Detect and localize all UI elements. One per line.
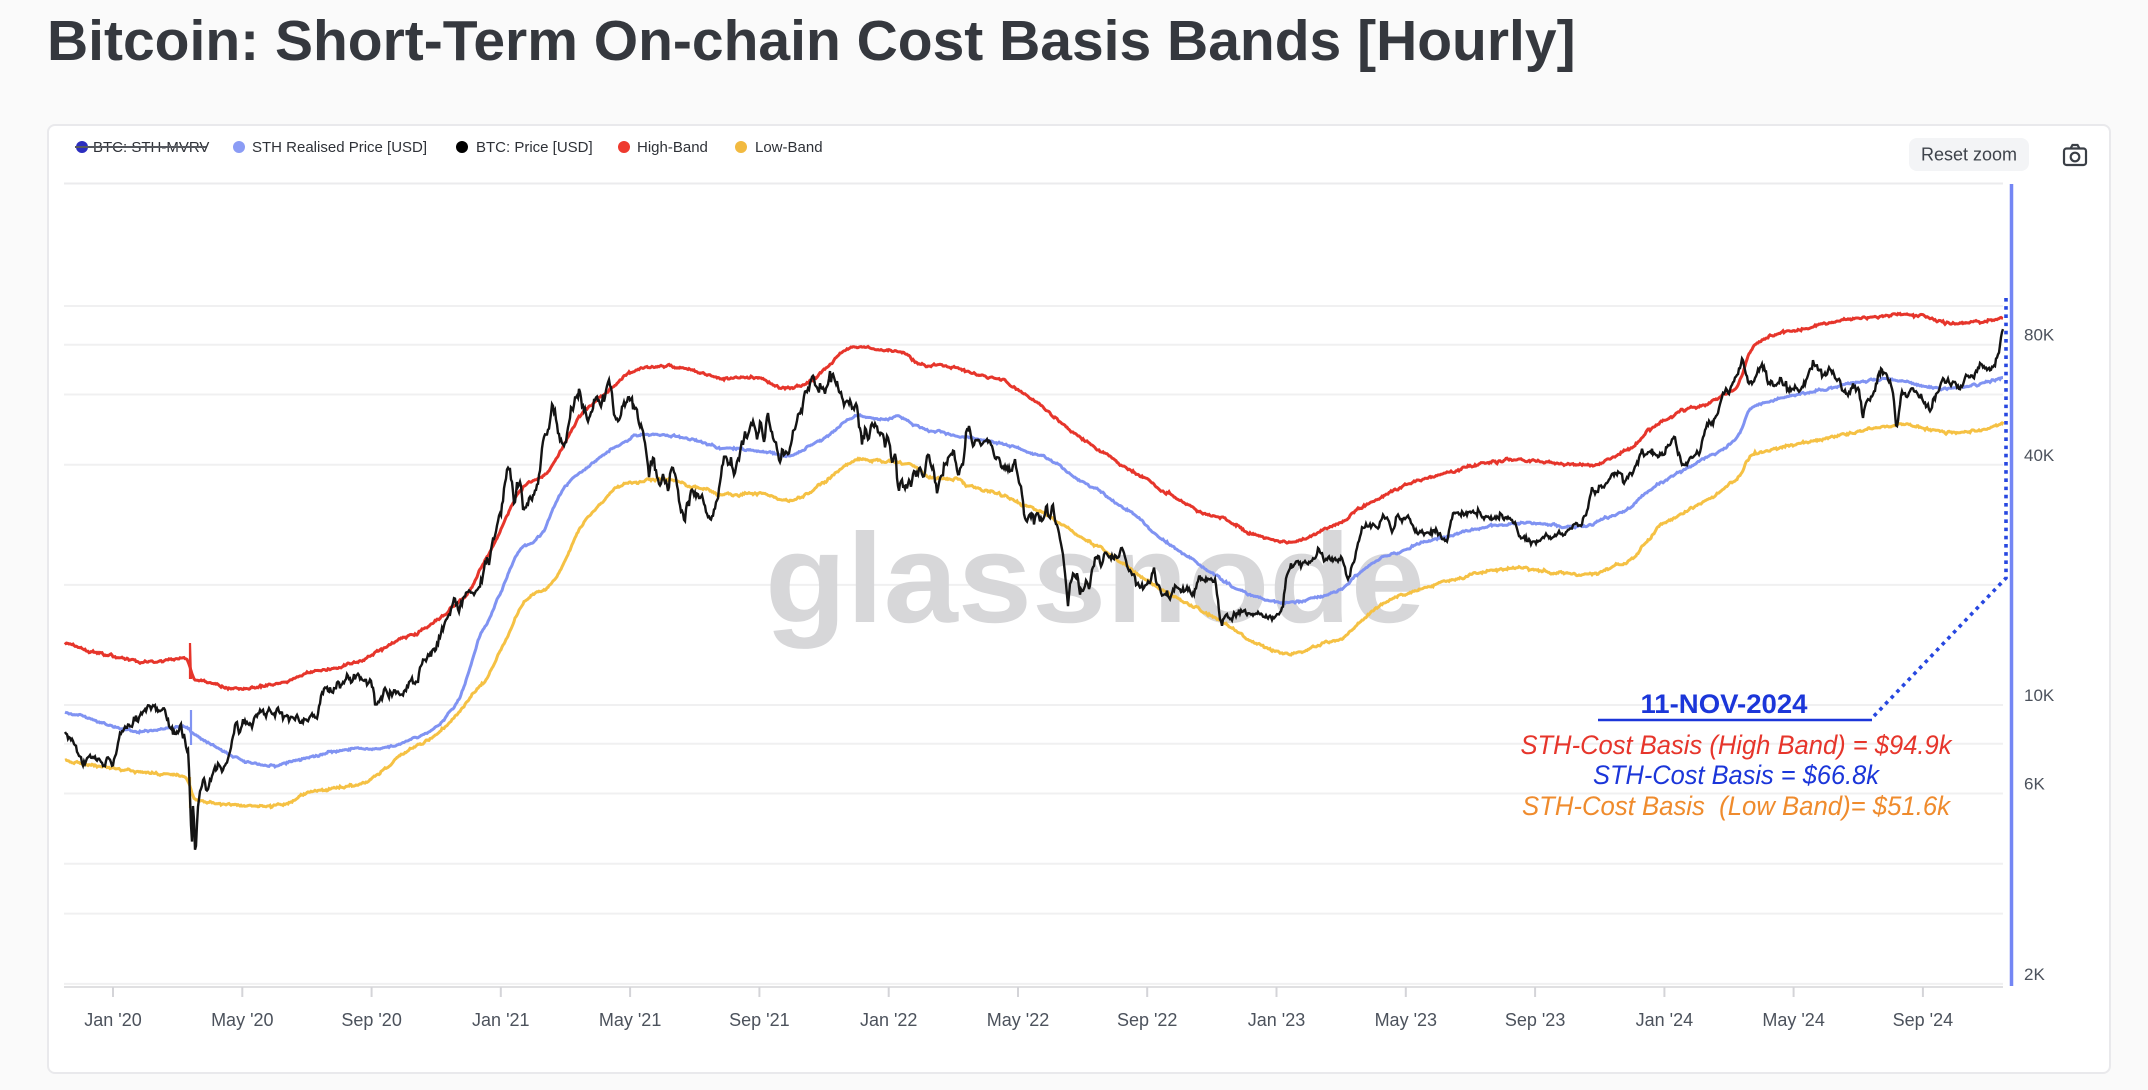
svg-text:40K: 40K: [2024, 446, 2055, 465]
svg-text:Jan '23: Jan '23: [1248, 1010, 1305, 1030]
svg-text:Reset zoom: Reset zoom: [1921, 145, 2017, 165]
svg-text:Sep '23: Sep '23: [1505, 1010, 1566, 1030]
svg-text:BTC: Price [USD]: BTC: Price [USD]: [476, 139, 593, 156]
svg-text:Jan '24: Jan '24: [1636, 1010, 1693, 1030]
svg-text:Low-Band: Low-Band: [755, 139, 823, 156]
svg-text:Sep '24: Sep '24: [1893, 1010, 1954, 1030]
svg-text:Sep '21: Sep '21: [729, 1010, 790, 1030]
svg-text:May '20: May '20: [211, 1010, 273, 1030]
svg-text:May '21: May '21: [599, 1010, 661, 1030]
svg-text:glassnode: glassnode: [765, 507, 1425, 649]
svg-text:May '23: May '23: [1375, 1010, 1437, 1030]
svg-text:STH-Cost Basis = $66.8k: STH-Cost Basis = $66.8k: [1593, 760, 1880, 790]
svg-text:STH-Cost Basis (Low Band)= $5: STH-Cost Basis (Low Band)= $51.6k: [1522, 791, 1951, 821]
svg-text:10K: 10K: [2024, 686, 2055, 705]
svg-text:STH-Cost Basis (High Band) = $: STH-Cost Basis (High Band) = $94.9k: [1521, 730, 1953, 760]
svg-text:May '24: May '24: [1762, 1010, 1824, 1030]
svg-text:Sep '22: Sep '22: [1117, 1010, 1178, 1030]
svg-text:2K: 2K: [2024, 965, 2045, 984]
svg-text:Jan '22: Jan '22: [860, 1010, 917, 1030]
svg-text:High-Band: High-Band: [637, 139, 708, 156]
svg-text:Sep '20: Sep '20: [341, 1010, 402, 1030]
svg-text:11-NOV-2024: 11-NOV-2024: [1641, 689, 1808, 719]
svg-text:STH Realised Price [USD]: STH Realised Price [USD]: [252, 139, 427, 156]
svg-text:80K: 80K: [2024, 326, 2055, 345]
svg-text:May '22: May '22: [987, 1010, 1049, 1030]
svg-text:6K: 6K: [2024, 775, 2045, 794]
svg-text:Jan '20: Jan '20: [84, 1010, 141, 1030]
svg-text:Jan '21: Jan '21: [472, 1010, 529, 1030]
